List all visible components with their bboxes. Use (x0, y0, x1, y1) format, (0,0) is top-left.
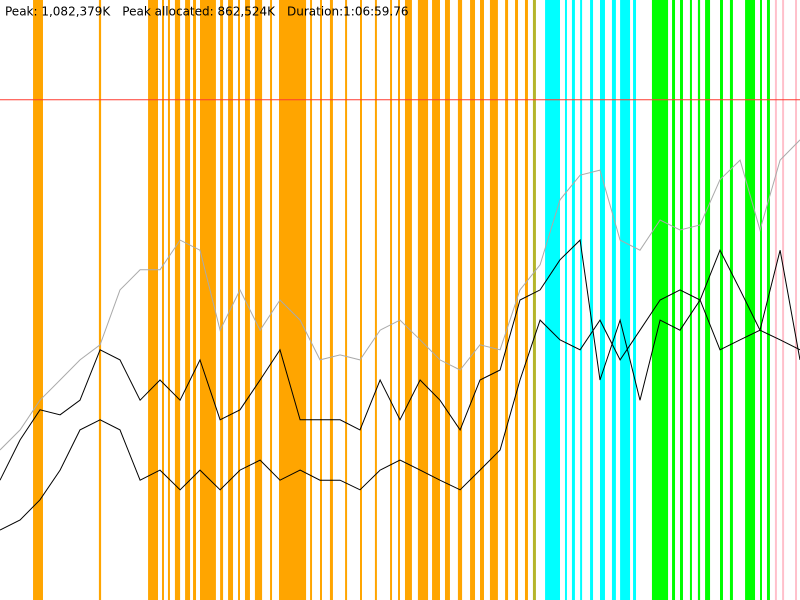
gc-event (545, 0, 560, 600)
gc-event (329, 0, 333, 600)
gc-event (167, 0, 170, 600)
gc-event (720, 0, 723, 600)
gc-event (360, 0, 362, 600)
gc-event (620, 0, 631, 600)
gc-event (185, 0, 191, 600)
gc-event (148, 0, 159, 600)
series-line (0, 289, 800, 531)
gc-event (238, 0, 240, 600)
gc-event (729, 0, 733, 600)
header-text: Peak: 1,082,379K (5, 5, 111, 19)
gc-event (774, 0, 777, 600)
gc-event (228, 0, 234, 600)
gc-event (680, 0, 683, 600)
header-text: Duration:1:06:59.76 (287, 5, 409, 19)
gc-event (571, 0, 575, 600)
gc-event (270, 0, 273, 600)
gc-event (489, 0, 498, 600)
gc-event (320, 0, 322, 600)
gc-event (745, 0, 756, 600)
gc-event (672, 0, 676, 600)
header: Peak: 1,082,379K Peak allocated: 862,524K… (5, 5, 409, 19)
gc-event (611, 0, 616, 600)
gc-event (760, 0, 762, 600)
gc-event (532, 0, 536, 600)
gc-event (161, 0, 164, 600)
gc-event (689, 0, 692, 600)
gc-event (310, 0, 313, 600)
gc-event (404, 0, 412, 600)
gc-event (279, 0, 307, 600)
gc-event (200, 0, 216, 600)
series-line (0, 139, 800, 451)
gc-event (174, 0, 181, 600)
gc-events (33, 0, 798, 600)
gc-event (766, 0, 770, 600)
gc-event (705, 0, 711, 600)
gc-event (457, 0, 463, 600)
gc-event (524, 0, 528, 600)
gc-event (580, 0, 583, 600)
gc-event (633, 0, 637, 600)
gc-event (193, 0, 197, 600)
gc-event (564, 0, 567, 600)
gc-event (98, 0, 102, 600)
gc-event (432, 0, 440, 600)
memory-lines (0, 99, 800, 531)
gc-event (417, 0, 429, 600)
gc-event (33, 0, 43, 600)
gc-event (470, 0, 476, 600)
gc-event (444, 0, 450, 600)
gc-event (590, 0, 594, 600)
gc-event (345, 0, 348, 600)
gc-event (390, 0, 393, 600)
gc-event (600, 0, 605, 600)
series-line (0, 239, 800, 481)
gc-event (480, 0, 484, 600)
gc-event (795, 0, 798, 600)
gc-event (244, 0, 250, 600)
header-text: Peak allocated: 862,524K (122, 5, 276, 19)
gc-event (220, 0, 224, 600)
gc-event (398, 0, 400, 600)
gc-event (505, 0, 509, 600)
gc-event (254, 0, 263, 600)
gc-event (782, 0, 785, 600)
gc-event (374, 0, 377, 600)
